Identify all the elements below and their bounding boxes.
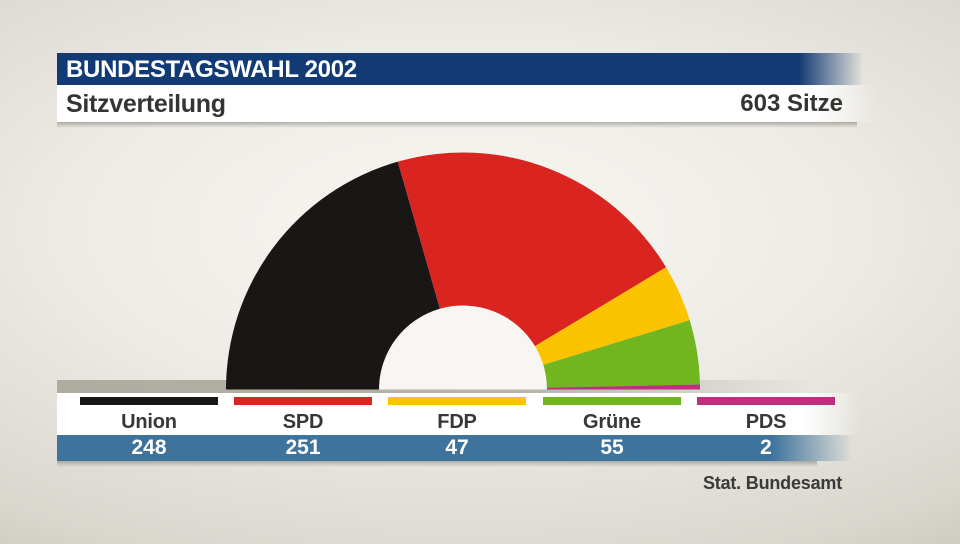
gruene-party-label: Grüne: [583, 411, 641, 433]
chart-segment-spd: [397, 152, 667, 347]
chart-subtitle: Sitzverteilung: [66, 90, 226, 118]
legend-column-union: Union: [80, 393, 218, 434]
pds-party-label: PDS: [745, 411, 787, 433]
fdp-party-label: FDP: [437, 411, 477, 433]
legend-seat-counts-row: 248 251 47 55 2: [57, 435, 860, 461]
legend-names-row: Union SPD FDP Grüne PDS: [57, 393, 860, 435]
spd-color-swatch: [234, 397, 372, 405]
subtitle-bar: Sitzverteilung 603 Sitze: [57, 85, 877, 122]
legend-column-fdp: FDP: [388, 393, 526, 434]
union-seat-count: 248: [131, 436, 167, 459]
pds-seat-count: 2: [760, 436, 772, 459]
union-party-label: Union: [121, 411, 177, 433]
total-seats-label: 603 Sitze: [740, 90, 843, 117]
chart-segment-grüne: [543, 320, 700, 388]
counts-row-shadow: [57, 461, 817, 467]
chart-segment-pds: [546, 384, 700, 390]
chart-inner-hole: [379, 305, 547, 390]
chart-segment-union: [226, 161, 440, 390]
gruene-color-swatch: [543, 397, 681, 405]
spd-seat-count: 251: [285, 436, 321, 459]
subtitle-bar-shadow: [57, 122, 857, 128]
pds-color-swatch: [697, 397, 835, 405]
gruene-seat-count: 55: [600, 436, 624, 459]
legend-column-pds: PDS: [697, 393, 835, 434]
election-title-banner: BUNDESTAGSWAHL 2002: [57, 53, 863, 85]
fdp-seat-count: 47: [445, 436, 469, 459]
source-credit: Stat. Bundesamt: [702, 473, 842, 493]
legend-column-gruene: Grüne: [543, 393, 681, 434]
chart-segment-fdp: [534, 267, 690, 365]
legend-column-spd: SPD: [234, 393, 372, 434]
election-title: BUNDESTAGSWAHL 2002: [66, 56, 357, 83]
fdp-color-swatch: [388, 397, 526, 405]
spd-party-label: SPD: [282, 411, 324, 433]
union-color-swatch: [80, 397, 218, 405]
